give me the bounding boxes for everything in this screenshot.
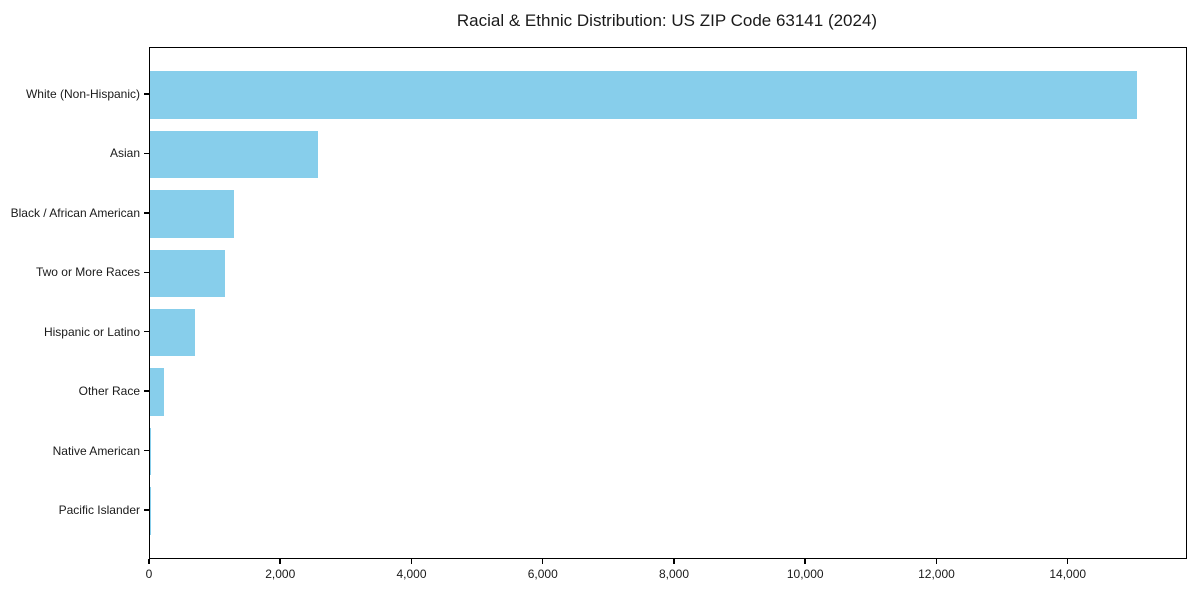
x-tick-mark (410, 558, 413, 564)
x-tick-mark (279, 558, 281, 564)
y-tick-mark (144, 93, 149, 95)
x-tick-mark (935, 558, 938, 564)
x-tick-label: 2,000 (265, 567, 296, 581)
bar (150, 71, 1137, 119)
x-tick-label: 12,000 (918, 567, 955, 581)
x-tick-label: 0 (145, 567, 153, 581)
bar (150, 130, 318, 179)
y-tick-mark (144, 271, 149, 274)
x-tick-mark (148, 558, 150, 564)
y-tick-mark (144, 509, 149, 511)
y-tick-mark (144, 330, 149, 333)
y-tick-label: Other Race (78, 384, 140, 399)
x-tick-label: 8,000 (658, 567, 689, 581)
bar (150, 249, 225, 298)
x-tick-mark (541, 558, 544, 564)
x-tick-mark (804, 558, 806, 564)
y-tick-label: Asian (109, 146, 140, 161)
bar (150, 190, 234, 238)
x-tick-label: 10,000 (786, 567, 824, 581)
x-tick-label: 4,000 (396, 567, 427, 581)
plot-area (149, 47, 1187, 559)
chart-title: Racial & Ethnic Distribution: US ZIP Cod… (456, 11, 878, 30)
y-tick-label: Pacific Islander (58, 503, 140, 518)
x-tick-label: 6,000 (527, 567, 558, 581)
y-tick-mark (144, 152, 149, 155)
y-tick-label: Native American (52, 443, 140, 458)
bar (150, 308, 196, 357)
y-tick-label: Two or More Races (35, 265, 140, 280)
x-tick-label: 14,000 (1049, 567, 1087, 581)
y-tick-label: Hispanic or Latino (43, 324, 140, 339)
bar (150, 368, 164, 416)
x-tick-mark (1066, 558, 1069, 564)
bar (150, 427, 151, 476)
y-tick-label: Black / African American (10, 205, 140, 220)
x-tick-mark (673, 558, 675, 564)
y-tick-label: White (Non-Hispanic) (25, 86, 140, 101)
y-tick-mark (144, 212, 149, 214)
y-tick-mark (144, 390, 149, 392)
y-tick-mark (144, 449, 149, 452)
